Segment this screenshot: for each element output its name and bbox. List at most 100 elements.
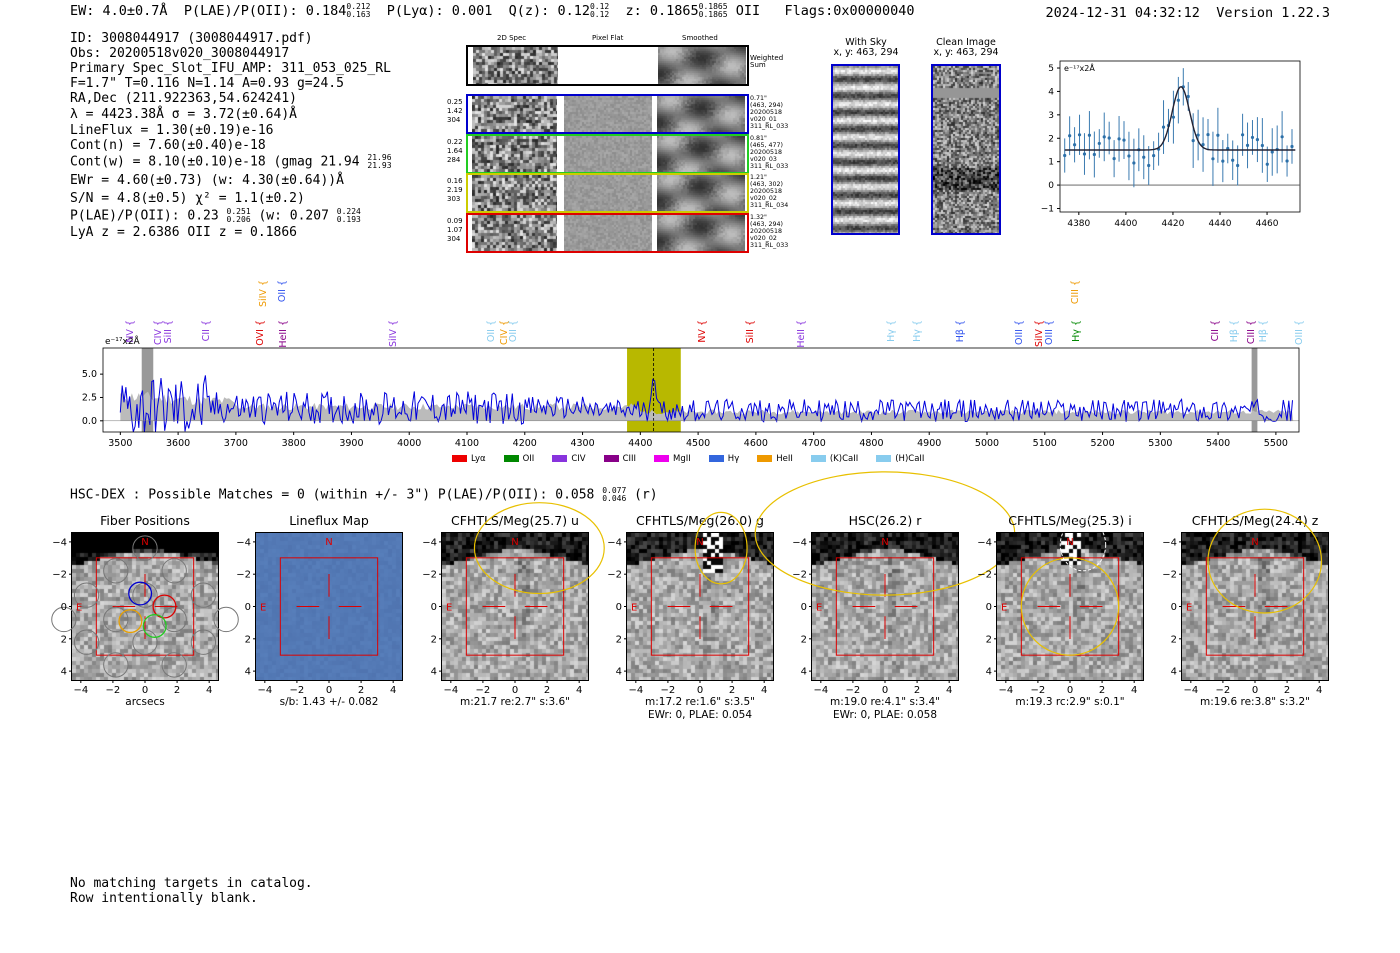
panel-ytick: −2 xyxy=(236,570,251,581)
imaging-panel-caption: m:19.6 re:3.8" s:3.2" xyxy=(1200,696,1310,708)
fiber-circle xyxy=(213,606,239,633)
zoom-data-point xyxy=(1191,139,1195,143)
panel-xtick: 4 xyxy=(761,685,767,696)
col-pixel-flat: Pixel Flat xyxy=(592,34,624,42)
zoom-data-point xyxy=(1236,163,1240,168)
weighted-sum-label: Weighted Sum xyxy=(750,54,784,69)
spectrum-line xyxy=(119,375,1293,433)
masked-region-red xyxy=(1251,348,1258,432)
spectrum-xtick: 5400 xyxy=(1206,438,1230,449)
flags-value: Flags:0x00000040 xyxy=(784,3,915,19)
panel-xtick: −2 xyxy=(1031,685,1046,696)
imaging-panel-caption: arcsecs xyxy=(125,696,165,708)
legend-label: Lyα xyxy=(471,453,486,464)
panel-ytick: 0 xyxy=(61,602,67,613)
zoom-data-point xyxy=(1221,159,1225,163)
panel-ytick: 4 xyxy=(245,667,251,678)
timestamp: 2024-12-31 04:32:12 xyxy=(1045,5,1200,21)
spectrum-xtick: 5200 xyxy=(1090,438,1114,449)
panel-xtick: 4 xyxy=(576,685,582,696)
spectrum-xtick: 3500 xyxy=(108,438,132,449)
panel-xtick: 4 xyxy=(946,685,952,696)
panel-ytick: 2 xyxy=(616,634,622,645)
panel-xtick: −2 xyxy=(476,685,491,696)
panel-xtick: −4 xyxy=(813,685,828,696)
panel-xtick: −2 xyxy=(846,685,861,696)
fiber-circle xyxy=(132,629,158,655)
cutout-row-stats: 0.25 1.42 304 xyxy=(447,98,463,124)
panel-xtick: 2 xyxy=(1099,685,1105,696)
zoom-xtick: 4420 xyxy=(1161,219,1184,229)
z-line: OII xyxy=(735,3,761,19)
zoom-ytick: 2 xyxy=(1048,134,1054,144)
ew-value: EW: 4.0±0.7Å xyxy=(70,3,168,19)
panel-ytick: −4 xyxy=(1162,537,1177,548)
spectrum-ytick: 2.5 xyxy=(82,392,97,403)
legend-item: MgII xyxy=(654,454,691,464)
spectrum-xtick: 4600 xyxy=(744,438,768,449)
zoom-data-point xyxy=(1117,137,1121,141)
cutout-row-meta: 1.32" (463, 294) 20200518 v020_02 311_RL_033 xyxy=(750,213,789,249)
zoom-data-point xyxy=(1285,159,1289,163)
fiber-circle xyxy=(103,652,129,678)
zoom-data-point xyxy=(1122,138,1126,142)
panel-xtick: 2 xyxy=(914,685,920,696)
panel-ytick: 0 xyxy=(986,602,992,613)
qz-value: Q(z): 0.12 xyxy=(508,3,590,19)
info-params: F=1.7" T=0.116 N=1.14 A=0.93 g=24.5 xyxy=(70,76,344,91)
cutout-flat-image xyxy=(564,175,652,211)
spectrum-xtick: 5100 xyxy=(1033,438,1057,449)
legend-item: Lyα xyxy=(452,454,486,464)
col-smoothed: Smoothed xyxy=(682,34,718,42)
zoom-data-point xyxy=(1097,141,1101,146)
legend-swatch xyxy=(552,455,568,462)
panel-xtick: −2 xyxy=(1216,685,1231,696)
panel-xtick: 0 xyxy=(1067,685,1073,696)
zoom-data-point xyxy=(1161,125,1166,129)
imaging-overlay: N E −4 4 −2 2 0 0 2 −2 4 −4 xyxy=(1162,508,1322,696)
legend-swatch xyxy=(503,455,519,462)
panel-ytick: 0 xyxy=(431,602,437,613)
cutout-row-stats: 0.22 1.64 284 xyxy=(447,137,463,164)
legend-item: CIV xyxy=(552,454,586,464)
north-label: N xyxy=(696,537,703,548)
fiber-circle xyxy=(103,558,129,584)
panel-ytick: −4 xyxy=(607,537,622,548)
info-radec: RA,Dec (211.922363,54.624241) xyxy=(70,91,297,106)
spectrum-xtick: 5300 xyxy=(1148,438,1172,449)
zoom-plot-frame xyxy=(1059,60,1301,213)
panel-ytick: 4 xyxy=(801,667,807,678)
cutout-row-meta: 0.71" (463, 294) 20200518 v020_01 311_RL_033 xyxy=(750,95,789,130)
clean-image xyxy=(931,64,1001,235)
panel-ytick: 0 xyxy=(616,602,622,613)
panel-xtick: −4 xyxy=(998,685,1013,696)
panel-ytick: 2 xyxy=(431,634,437,645)
legend-item: CIII xyxy=(603,454,636,464)
panel-xtick: 0 xyxy=(326,685,332,696)
spectrum-xtick: 4400 xyxy=(628,438,652,449)
zoom-xtick: 4460 xyxy=(1256,219,1279,229)
legend-label: OII xyxy=(522,453,535,464)
footer-no-targets: No matching targets in catalog. xyxy=(70,876,313,891)
noise-envelope xyxy=(120,390,1294,421)
spectrum-xtick: 5500 xyxy=(1264,438,1288,449)
imaging-panel-caption: m:19.3 rc:2.9" s:0.1" xyxy=(1015,696,1125,708)
east-label: E xyxy=(1001,603,1007,614)
cutout-smooth-image xyxy=(657,175,745,211)
aperture-ellipse xyxy=(1207,508,1323,614)
east-label: E xyxy=(1186,603,1192,614)
legend-swatch xyxy=(810,455,826,462)
zoom-ytick: 4 xyxy=(1048,87,1054,97)
info-lambda: λ = 4423.38Å σ = 3.72(±0.64)Å xyxy=(70,107,297,122)
legend-swatch xyxy=(757,455,773,462)
panel-xtick: −2 xyxy=(106,685,121,696)
panel-xtick: 0 xyxy=(697,685,703,696)
spectrum-ylabel: e⁻¹⁷x2Å xyxy=(105,335,141,347)
weighted-sum-cutout xyxy=(466,45,749,86)
zoom-data-point xyxy=(1280,135,1284,139)
panel-xtick: 4 xyxy=(1316,685,1322,696)
fiber-circle-highlight xyxy=(128,581,153,606)
zoom-ylabel: e⁻¹⁷x2Å xyxy=(1064,62,1095,73)
imaging-overlay: N E −4 4 −2 2 0 0 2 −2 4 −4 xyxy=(51,535,239,696)
zoom-data-point xyxy=(1260,143,1264,148)
